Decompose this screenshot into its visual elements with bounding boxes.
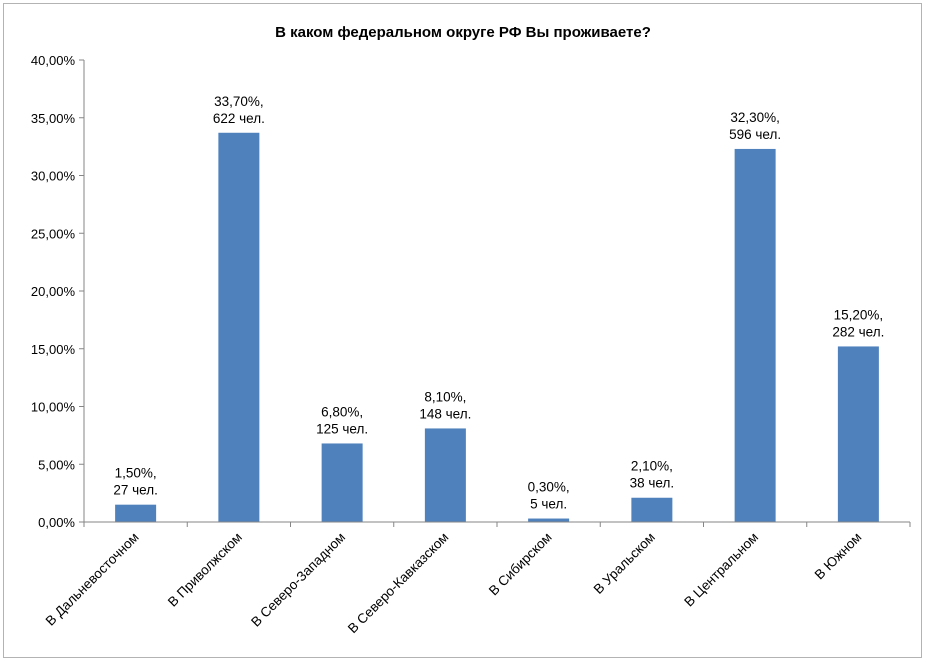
y-tick-label: 5,00% xyxy=(38,457,75,472)
bar xyxy=(631,497,673,522)
bars xyxy=(115,132,879,522)
data-label-count: 125 чел. xyxy=(316,421,368,436)
y-tick-label: 20,00% xyxy=(31,284,76,299)
data-label-percent: 1,50%, xyxy=(115,466,157,481)
chart-title: В каком федеральном округе РФ Вы прожива… xyxy=(275,24,651,41)
x-axis: В Дальневосточном В Приволжском В Северо-З… xyxy=(43,521,911,637)
bar xyxy=(528,518,570,522)
x-tick-label: В Северо-Кавказском xyxy=(345,530,452,637)
bar xyxy=(734,148,776,522)
data-label-percent: 15,20%, xyxy=(834,307,884,322)
data-label-count: 596 чел. xyxy=(729,127,781,142)
data-label-count: 282 чел. xyxy=(832,324,884,339)
data-label-percent: 0,30%, xyxy=(528,480,570,495)
y-tick-label: 30,00% xyxy=(31,169,76,184)
data-label-count: 5 чел. xyxy=(530,497,567,512)
y-axis: 0,00% 5,00% 10,00% 15,00% 20,00% 25,00% 30,00%… xyxy=(31,53,85,530)
bar xyxy=(218,132,260,522)
y-tick-label: 10,00% xyxy=(31,400,76,415)
bar xyxy=(115,504,157,522)
x-tick-label: В Южном xyxy=(812,530,865,583)
y-tick-label: 0,00% xyxy=(38,515,75,530)
bar xyxy=(424,428,466,522)
x-tick-label: В Дальневосточном xyxy=(43,530,142,629)
data-label-count: 38 чел. xyxy=(630,476,675,491)
data-label-count: 622 чел. xyxy=(213,111,265,126)
x-tick-label: В Центральном xyxy=(681,530,761,610)
data-label-percent: 8,10%, xyxy=(424,389,466,404)
data-label-count: 27 чел. xyxy=(113,483,158,498)
data-label-count: 148 чел. xyxy=(419,406,471,421)
bar xyxy=(321,443,363,522)
data-label-percent: 6,80%, xyxy=(321,404,363,419)
bar xyxy=(837,346,879,522)
y-tick-label: 25,00% xyxy=(31,226,76,241)
data-label-percent: 33,70%, xyxy=(214,94,264,109)
y-tick-label: 35,00% xyxy=(31,111,76,126)
x-tick-label: В Уральском xyxy=(591,530,658,597)
x-tick-label: В Северо-Западном xyxy=(248,530,348,630)
y-tick-label: 15,00% xyxy=(31,342,76,357)
x-tick-label: В Приволжском xyxy=(165,530,245,610)
data-label-percent: 2,10%, xyxy=(631,459,673,474)
data-labels: 1,50%, 27 чел. 33,70%, 622 чел. 6,80%, 125 че… xyxy=(113,94,884,512)
x-tick-label: В Сибирском xyxy=(486,530,555,599)
y-tick-label: 40,00% xyxy=(31,53,76,68)
data-label-percent: 32,30%, xyxy=(730,110,780,125)
